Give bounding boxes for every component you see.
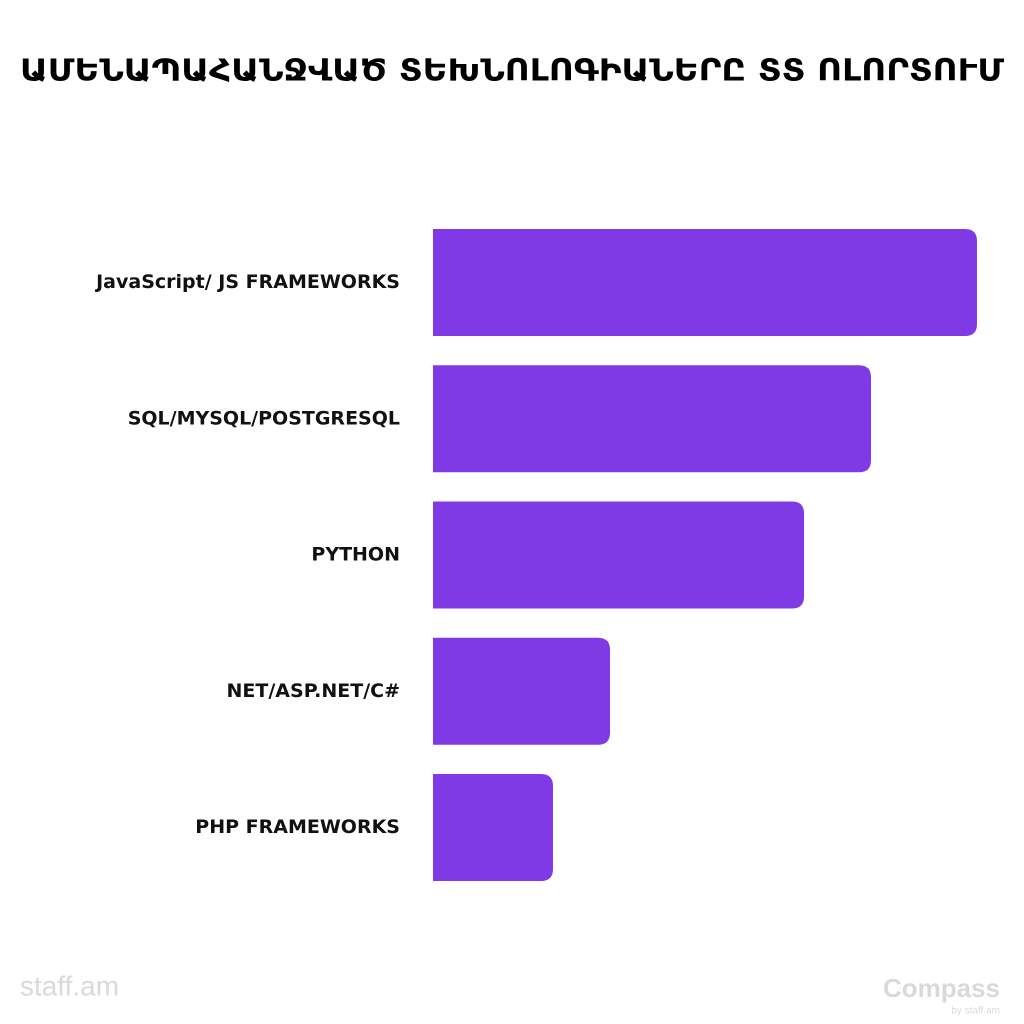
category-label: PHP FRAMEWORKS bbox=[195, 816, 400, 838]
logo-right: Compass bbox=[883, 973, 1000, 1003]
category-label: SQL/MYSQL/POSTGRESQL bbox=[128, 407, 400, 429]
logo-right-sub: by staff.am bbox=[951, 1006, 1000, 1017]
bar bbox=[433, 774, 553, 881]
logo-left: staff.am bbox=[20, 970, 119, 1001]
chart-title: ԱՄԵՆԱՊԱՀԱՆՋՎԱԾ ՏԵԽՆՈԼՈԳԻԱՆԵՐԸ ՏՏ ՈԼՈՐՏՈՒ… bbox=[20, 54, 1005, 89]
category-label: PYTHON bbox=[311, 544, 400, 566]
category-label: NET/ASP.NET/C# bbox=[227, 680, 400, 702]
bar bbox=[433, 637, 610, 745]
bar bbox=[433, 501, 804, 609]
bar bbox=[433, 229, 977, 336]
category-label: JavaScript/ JS FRAMEWORKS bbox=[94, 271, 400, 293]
bar bbox=[433, 365, 871, 473]
